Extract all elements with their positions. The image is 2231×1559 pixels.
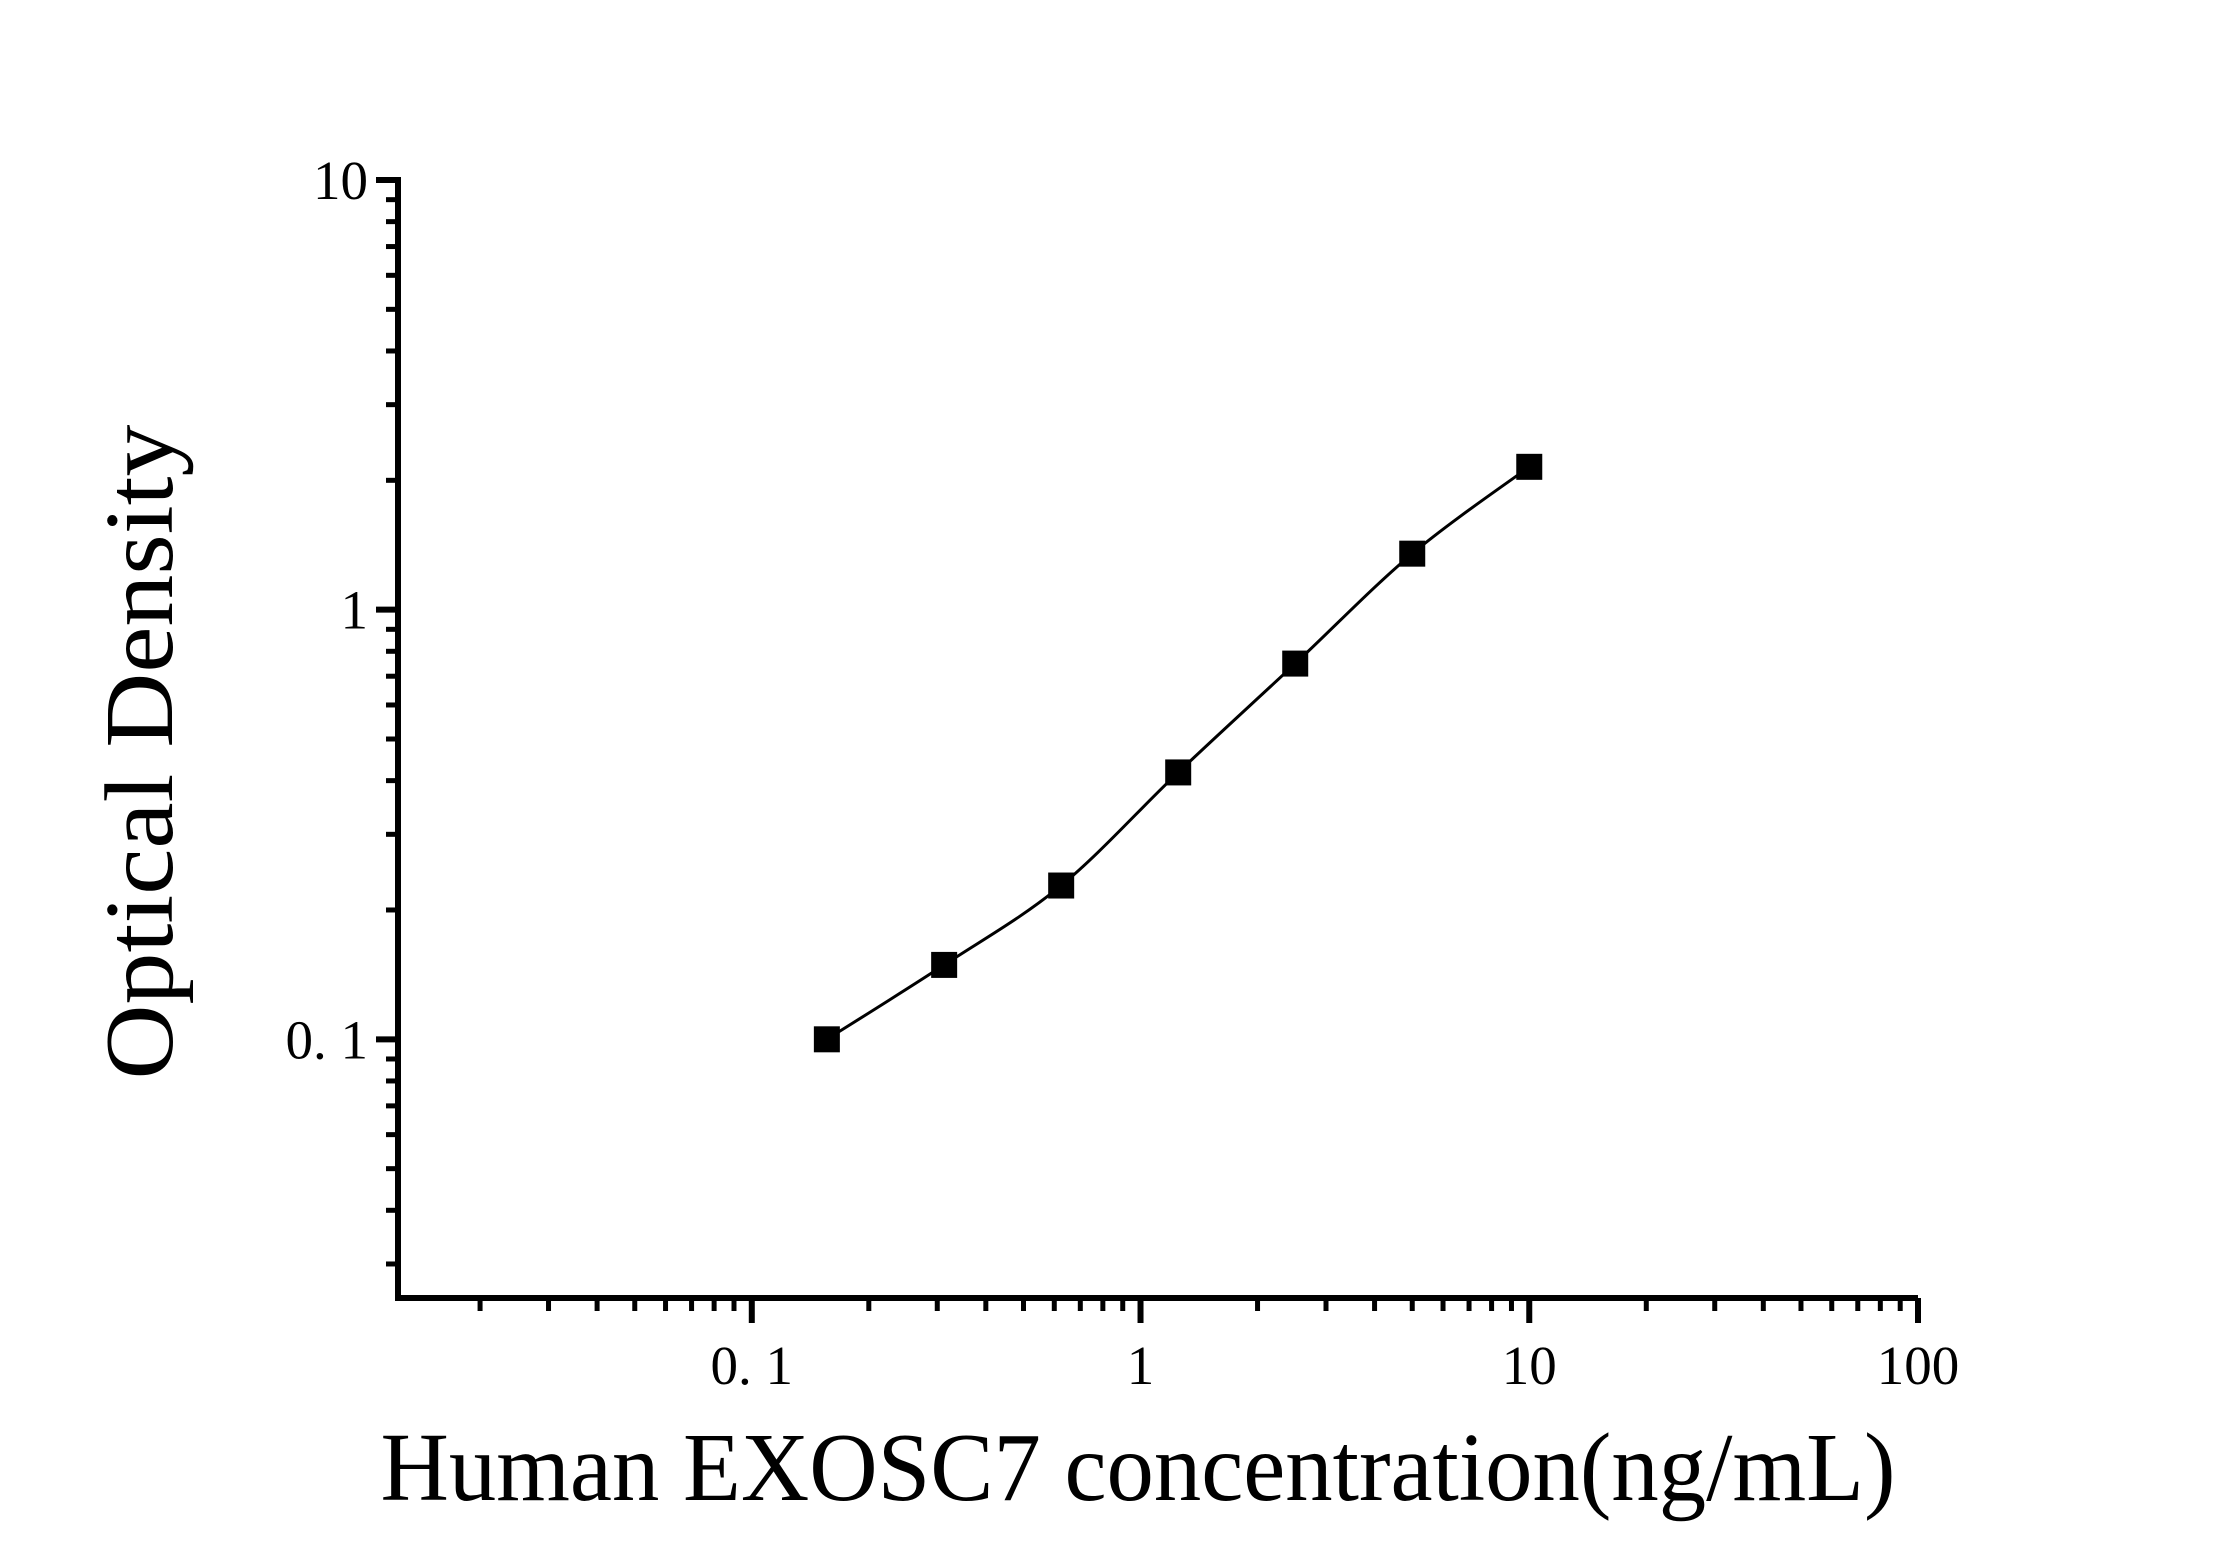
data-point-marker xyxy=(1516,453,1543,480)
data-point-marker xyxy=(931,951,958,978)
x-tick-label: 100 xyxy=(1877,1335,1960,1396)
axis-tick-labels: 0. 1 1 10 100 0. 1 1 10 xyxy=(286,150,1960,1396)
y-axis-title: Optical Density xyxy=(86,424,193,1080)
x-axis-title: Human EXOSC7 concentration(ng/mL) xyxy=(381,1414,1896,1521)
data-point-marker xyxy=(1399,540,1426,567)
y-tick-label: 0. 1 xyxy=(286,1009,369,1070)
axes xyxy=(395,177,1918,1301)
y-tick-label: 1 xyxy=(341,580,369,641)
data-point-marker xyxy=(1165,759,1192,786)
y-tick-label: 10 xyxy=(313,150,368,211)
data-point-marker xyxy=(1282,650,1309,677)
data-series xyxy=(813,453,1543,1053)
axis-ticks xyxy=(376,177,1921,1323)
axis-lines xyxy=(395,177,1918,1301)
x-tick-label: 0. 1 xyxy=(711,1335,794,1396)
x-tick-label: 10 xyxy=(1502,1335,1557,1396)
data-point-marker xyxy=(813,1026,840,1053)
data-point-marker xyxy=(1048,872,1075,899)
x-tick-label: 1 xyxy=(1127,1335,1155,1396)
